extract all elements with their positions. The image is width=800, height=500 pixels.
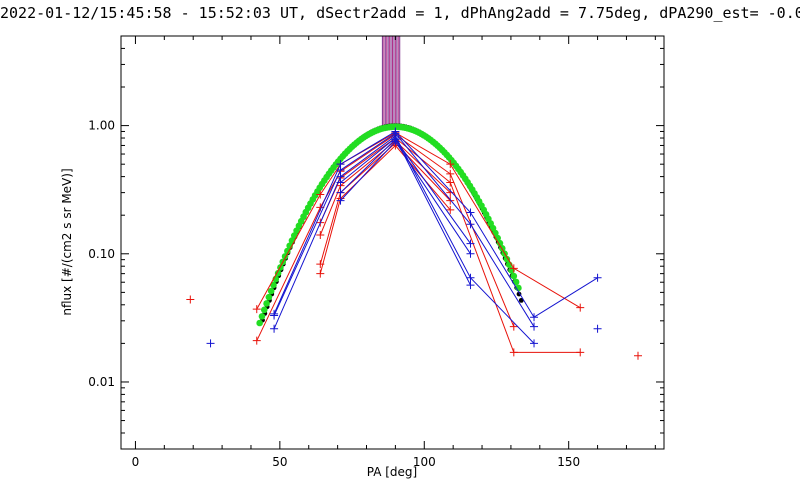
fit-point — [284, 247, 291, 255]
fit-point — [258, 313, 266, 320]
data-point-marker — [509, 264, 518, 273]
title-dphang: dPhAng2add = 7.75deg, — [460, 4, 651, 22]
title-time-range: 2022-01-12/15:45:58 - 15:52:03 UT, — [0, 4, 308, 22]
fit-point — [510, 272, 518, 280]
series-line — [273, 130, 598, 318]
data-point-marker — [593, 324, 602, 333]
title-dpa290: dPA290_est= -0.0deg — [659, 4, 800, 22]
data-point-marker — [252, 336, 261, 345]
fit-point — [496, 239, 504, 247]
data-point-marker — [576, 348, 585, 357]
series-line — [256, 133, 515, 341]
data-point-marker — [391, 137, 400, 146]
fit-curves — [256, 123, 524, 327]
chart-title: 2022-01-12/15:45:58 - 15:52:03 UT, dSect… — [0, 4, 800, 22]
fit-point — [260, 306, 268, 314]
series-blue-9 — [270, 129, 539, 331]
fit-point — [267, 287, 275, 295]
data-point-marker — [530, 322, 539, 331]
data-point-marker — [336, 188, 345, 197]
data-point-marker — [466, 273, 475, 282]
series-red-7 — [634, 351, 643, 360]
data-point-marker — [316, 269, 325, 278]
data-point-marker — [446, 205, 455, 214]
data-point-marker — [316, 190, 325, 199]
data-point-marker — [446, 169, 455, 178]
data-point-marker — [509, 322, 518, 331]
data-point-marker — [270, 311, 279, 320]
series-line — [256, 132, 581, 310]
data-point-marker — [530, 313, 539, 322]
plot-content — [186, 36, 643, 360]
data-point-marker — [446, 178, 455, 187]
data-point-marker — [634, 351, 643, 360]
y-tick-label: 0.10 — [88, 247, 115, 261]
series-red-6 — [186, 295, 195, 304]
title-dsectr: dSectr2add = 1, — [316, 4, 452, 22]
fit-point — [270, 281, 277, 289]
data-point-marker — [530, 339, 539, 348]
x-tick-label: 150 — [557, 455, 580, 469]
fit-point — [503, 255, 511, 263]
fit-point — [512, 278, 520, 286]
fit-point — [290, 232, 298, 239]
y-tick-label: 1.00 — [88, 119, 115, 133]
data-point-marker — [446, 160, 455, 169]
data-point-marker — [270, 324, 279, 333]
data-point-marker — [446, 196, 455, 205]
series-blue-14 — [206, 339, 215, 348]
axes-layer: 0 50 100 150 1.00 0.10 0.01 — [88, 35, 664, 469]
x-tick-label: 50 — [272, 455, 287, 469]
y-axis-label: nflux [#/(cm2 s sr MeV)] — [60, 168, 74, 315]
data-point-marker — [466, 239, 475, 248]
x-tick-label: 100 — [413, 455, 436, 469]
fit-point — [263, 300, 270, 307]
x-tick-label: 0 — [132, 455, 140, 469]
data-point-marker — [576, 303, 585, 312]
data-point-marker — [466, 249, 475, 258]
series-line — [319, 142, 451, 265]
fit-curve-green — [256, 123, 522, 327]
data-point-marker — [466, 208, 475, 217]
data-point-marker — [186, 295, 195, 304]
fit-point — [274, 269, 282, 277]
series-blue-13 — [336, 137, 475, 258]
data-point-marker — [593, 273, 602, 282]
series-blue-15 — [593, 324, 602, 333]
series-blue-8 — [270, 127, 602, 322]
data-point-marker — [336, 196, 345, 205]
series-red-4 — [316, 139, 455, 269]
x-axis-label: PA [deg] — [367, 465, 417, 479]
fit-point — [265, 293, 273, 301]
data-point-marker — [206, 339, 215, 348]
data-point-marker — [252, 305, 261, 314]
data-point-marker — [466, 220, 475, 229]
data-point-marker — [509, 348, 518, 357]
plot-frame — [120, 35, 665, 450]
fit-point — [256, 319, 263, 327]
data-point-marker — [466, 281, 475, 290]
y-tick-label: 0.01 — [88, 375, 115, 389]
data-point-marker — [336, 178, 345, 187]
data-point-marker — [316, 231, 325, 240]
